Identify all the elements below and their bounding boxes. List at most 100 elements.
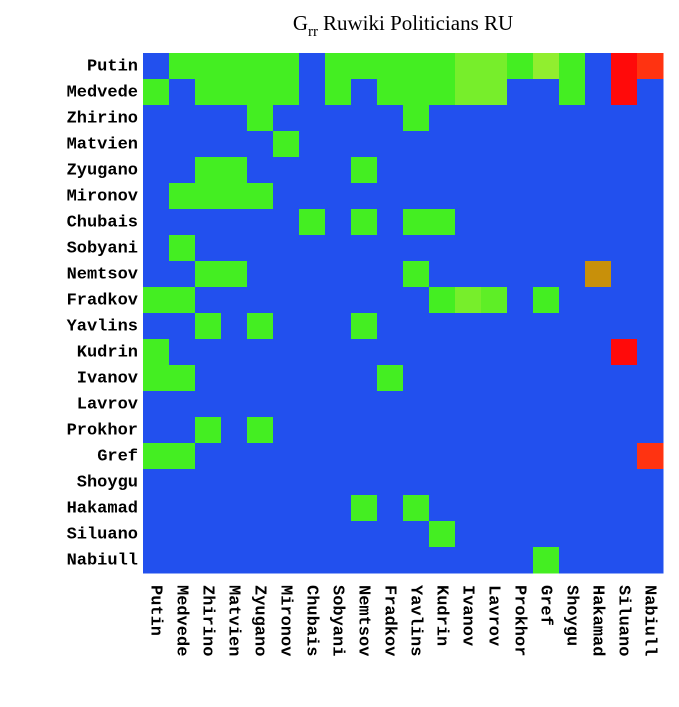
heatmap-cell	[143, 443, 170, 470]
y-tick-label: Matvien	[67, 135, 138, 154]
heatmap-cell	[533, 209, 560, 236]
heatmap-cell	[247, 53, 274, 80]
heatmap-cell	[247, 157, 274, 184]
heatmap-cell	[455, 183, 482, 210]
heatmap-cell	[325, 547, 352, 574]
heatmap-cell	[637, 417, 664, 444]
heatmap-cell	[299, 391, 326, 418]
heatmap-cell	[273, 53, 300, 80]
heatmap-cell	[585, 261, 612, 288]
y-tick-label: Prokhor	[67, 421, 138, 440]
heatmap-cell	[585, 105, 612, 132]
heatmap-cell	[455, 157, 482, 184]
heatmap-cell	[611, 53, 638, 80]
heatmap-cell	[299, 131, 326, 158]
heatmap-cell	[533, 183, 560, 210]
heatmap-cell	[143, 469, 170, 496]
heatmap-cell	[611, 417, 638, 444]
heatmap-cell	[481, 53, 508, 80]
heatmap-cell	[325, 53, 352, 80]
heatmap-cell	[247, 443, 274, 470]
heatmap-cell	[429, 417, 456, 444]
heatmap-cell	[325, 157, 352, 184]
heatmap-cell	[299, 469, 326, 496]
heatmap-cell	[507, 261, 534, 288]
heatmap-cell	[429, 391, 456, 418]
heatmap-cell	[195, 495, 222, 522]
heatmap-cell	[481, 183, 508, 210]
heatmap-cell	[507, 547, 534, 574]
heatmap-cell	[429, 365, 456, 392]
heatmap-cell	[195, 261, 222, 288]
heatmap-cell	[507, 365, 534, 392]
heatmap-cell	[169, 339, 196, 366]
heatmap-cell	[195, 547, 222, 574]
x-tick-label: Chubais	[302, 585, 321, 656]
heatmap-cell	[273, 495, 300, 522]
heatmap-cell	[195, 339, 222, 366]
heatmap-cell	[351, 209, 378, 236]
heatmap-cell	[507, 313, 534, 340]
y-tick-label: Gref	[97, 447, 138, 466]
heatmap-cell	[429, 521, 456, 548]
heatmap-cell	[403, 417, 430, 444]
heatmap-cell	[143, 521, 170, 548]
x-tick-label: Fradkov	[380, 585, 399, 656]
heatmap-cell	[481, 105, 508, 132]
heatmap-cell	[559, 287, 586, 314]
x-tick-label: Zhirino	[198, 585, 217, 656]
heatmap-cell	[325, 391, 352, 418]
heatmap-cell	[273, 365, 300, 392]
heatmap-cell	[351, 313, 378, 340]
heatmap-cell	[481, 209, 508, 236]
heatmap-cell	[221, 157, 248, 184]
heatmap-cell	[299, 417, 326, 444]
heatmap-cell	[403, 157, 430, 184]
heatmap-cell	[143, 261, 170, 288]
heatmap-cell	[455, 469, 482, 496]
heatmap-cell	[507, 79, 534, 106]
heatmap-cell	[247, 365, 274, 392]
heatmap-cell	[481, 339, 508, 366]
y-tick-label: Medvede	[67, 83, 138, 102]
heatmap-cell	[351, 469, 378, 496]
heatmap-cell	[585, 209, 612, 236]
heatmap-cell	[403, 105, 430, 132]
heatmap-cell	[247, 495, 274, 522]
heatmap-cell	[585, 53, 612, 80]
heatmap-cell	[377, 391, 404, 418]
heatmap-cell	[585, 547, 612, 574]
heatmap-cell	[195, 365, 222, 392]
heatmap-cell	[611, 235, 638, 262]
heatmap-cell	[273, 521, 300, 548]
heatmap-cell	[195, 209, 222, 236]
heatmap-cell	[559, 53, 586, 80]
heatmap-cell	[481, 521, 508, 548]
heatmap-cell	[429, 183, 456, 210]
heatmap-cell	[247, 313, 274, 340]
heatmap-cell	[351, 261, 378, 288]
heatmap-cell	[559, 261, 586, 288]
heatmap-cell	[611, 391, 638, 418]
heatmap-cell	[611, 495, 638, 522]
heatmap-cell	[351, 235, 378, 262]
heatmap-cell	[169, 183, 196, 210]
heatmap-cell	[455, 391, 482, 418]
heatmap-cell	[429, 443, 456, 470]
heatmap-cell	[429, 469, 456, 496]
heatmap-cell	[403, 391, 430, 418]
heatmap-cell	[533, 53, 560, 80]
x-tick-label: Putin	[146, 585, 165, 636]
heatmap-cell	[169, 469, 196, 496]
heatmap-cell	[403, 443, 430, 470]
heatmap-cell	[611, 339, 638, 366]
heatmap-cell	[351, 183, 378, 210]
heatmap-cell	[637, 469, 664, 496]
heatmap-cell	[299, 235, 326, 262]
heatmap-cell	[273, 391, 300, 418]
heatmap-cell	[481, 261, 508, 288]
heatmap-cell	[611, 365, 638, 392]
heatmap-cell	[611, 547, 638, 574]
heatmap-cell	[533, 105, 560, 132]
heatmap-cell	[143, 547, 170, 574]
